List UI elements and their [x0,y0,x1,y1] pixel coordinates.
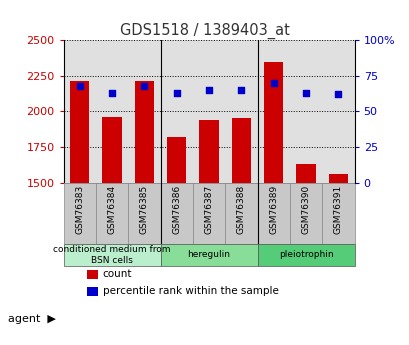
Bar [128,183,160,244]
Point [238,87,244,93]
Text: GSM76385: GSM76385 [139,185,148,234]
Point [173,90,180,96]
Bar [63,244,160,266]
Bar [296,165,315,183]
Point [76,83,83,88]
Text: GSM76389: GSM76389 [269,185,278,234]
Text: GSM76384: GSM76384 [107,185,116,234]
Text: pleiotrophin: pleiotrophin [278,250,333,259]
Bar [70,81,89,183]
Bar [289,183,321,244]
Text: conditioned medium from
BSN cells: conditioned medium from BSN cells [53,245,171,265]
Bar [87,287,98,296]
Bar [199,120,218,183]
Bar [231,118,251,183]
Bar [135,81,154,183]
Bar [225,183,257,244]
Text: GSM76383: GSM76383 [75,185,84,234]
Point [205,87,212,93]
Point [141,83,147,88]
Text: percentile rank within the sample: percentile rank within the sample [103,286,278,296]
Text: GSM76386: GSM76386 [172,185,181,234]
Bar [263,62,283,183]
Bar [257,244,354,266]
Point [302,90,309,96]
Text: count: count [103,269,132,279]
Point [335,91,341,97]
Bar [257,183,289,244]
Point [270,80,276,86]
Bar [96,183,128,244]
Text: GSM76388: GSM76388 [236,185,245,234]
Bar [193,183,225,244]
Text: GSM76390: GSM76390 [301,185,310,234]
Bar [160,244,257,266]
Text: agent  ▶: agent ▶ [8,314,56,324]
Bar [87,269,98,279]
Bar [328,174,347,183]
Bar [166,137,186,183]
Text: heregulin: heregulin [187,250,230,259]
Bar [160,183,193,244]
Point [108,90,115,96]
Text: GSM76391: GSM76391 [333,185,342,234]
Bar [63,183,96,244]
Text: GSM76387: GSM76387 [204,185,213,234]
Bar [102,117,121,183]
Text: GDS1518 / 1389403_at: GDS1518 / 1389403_at [120,22,289,39]
Bar [321,183,354,244]
